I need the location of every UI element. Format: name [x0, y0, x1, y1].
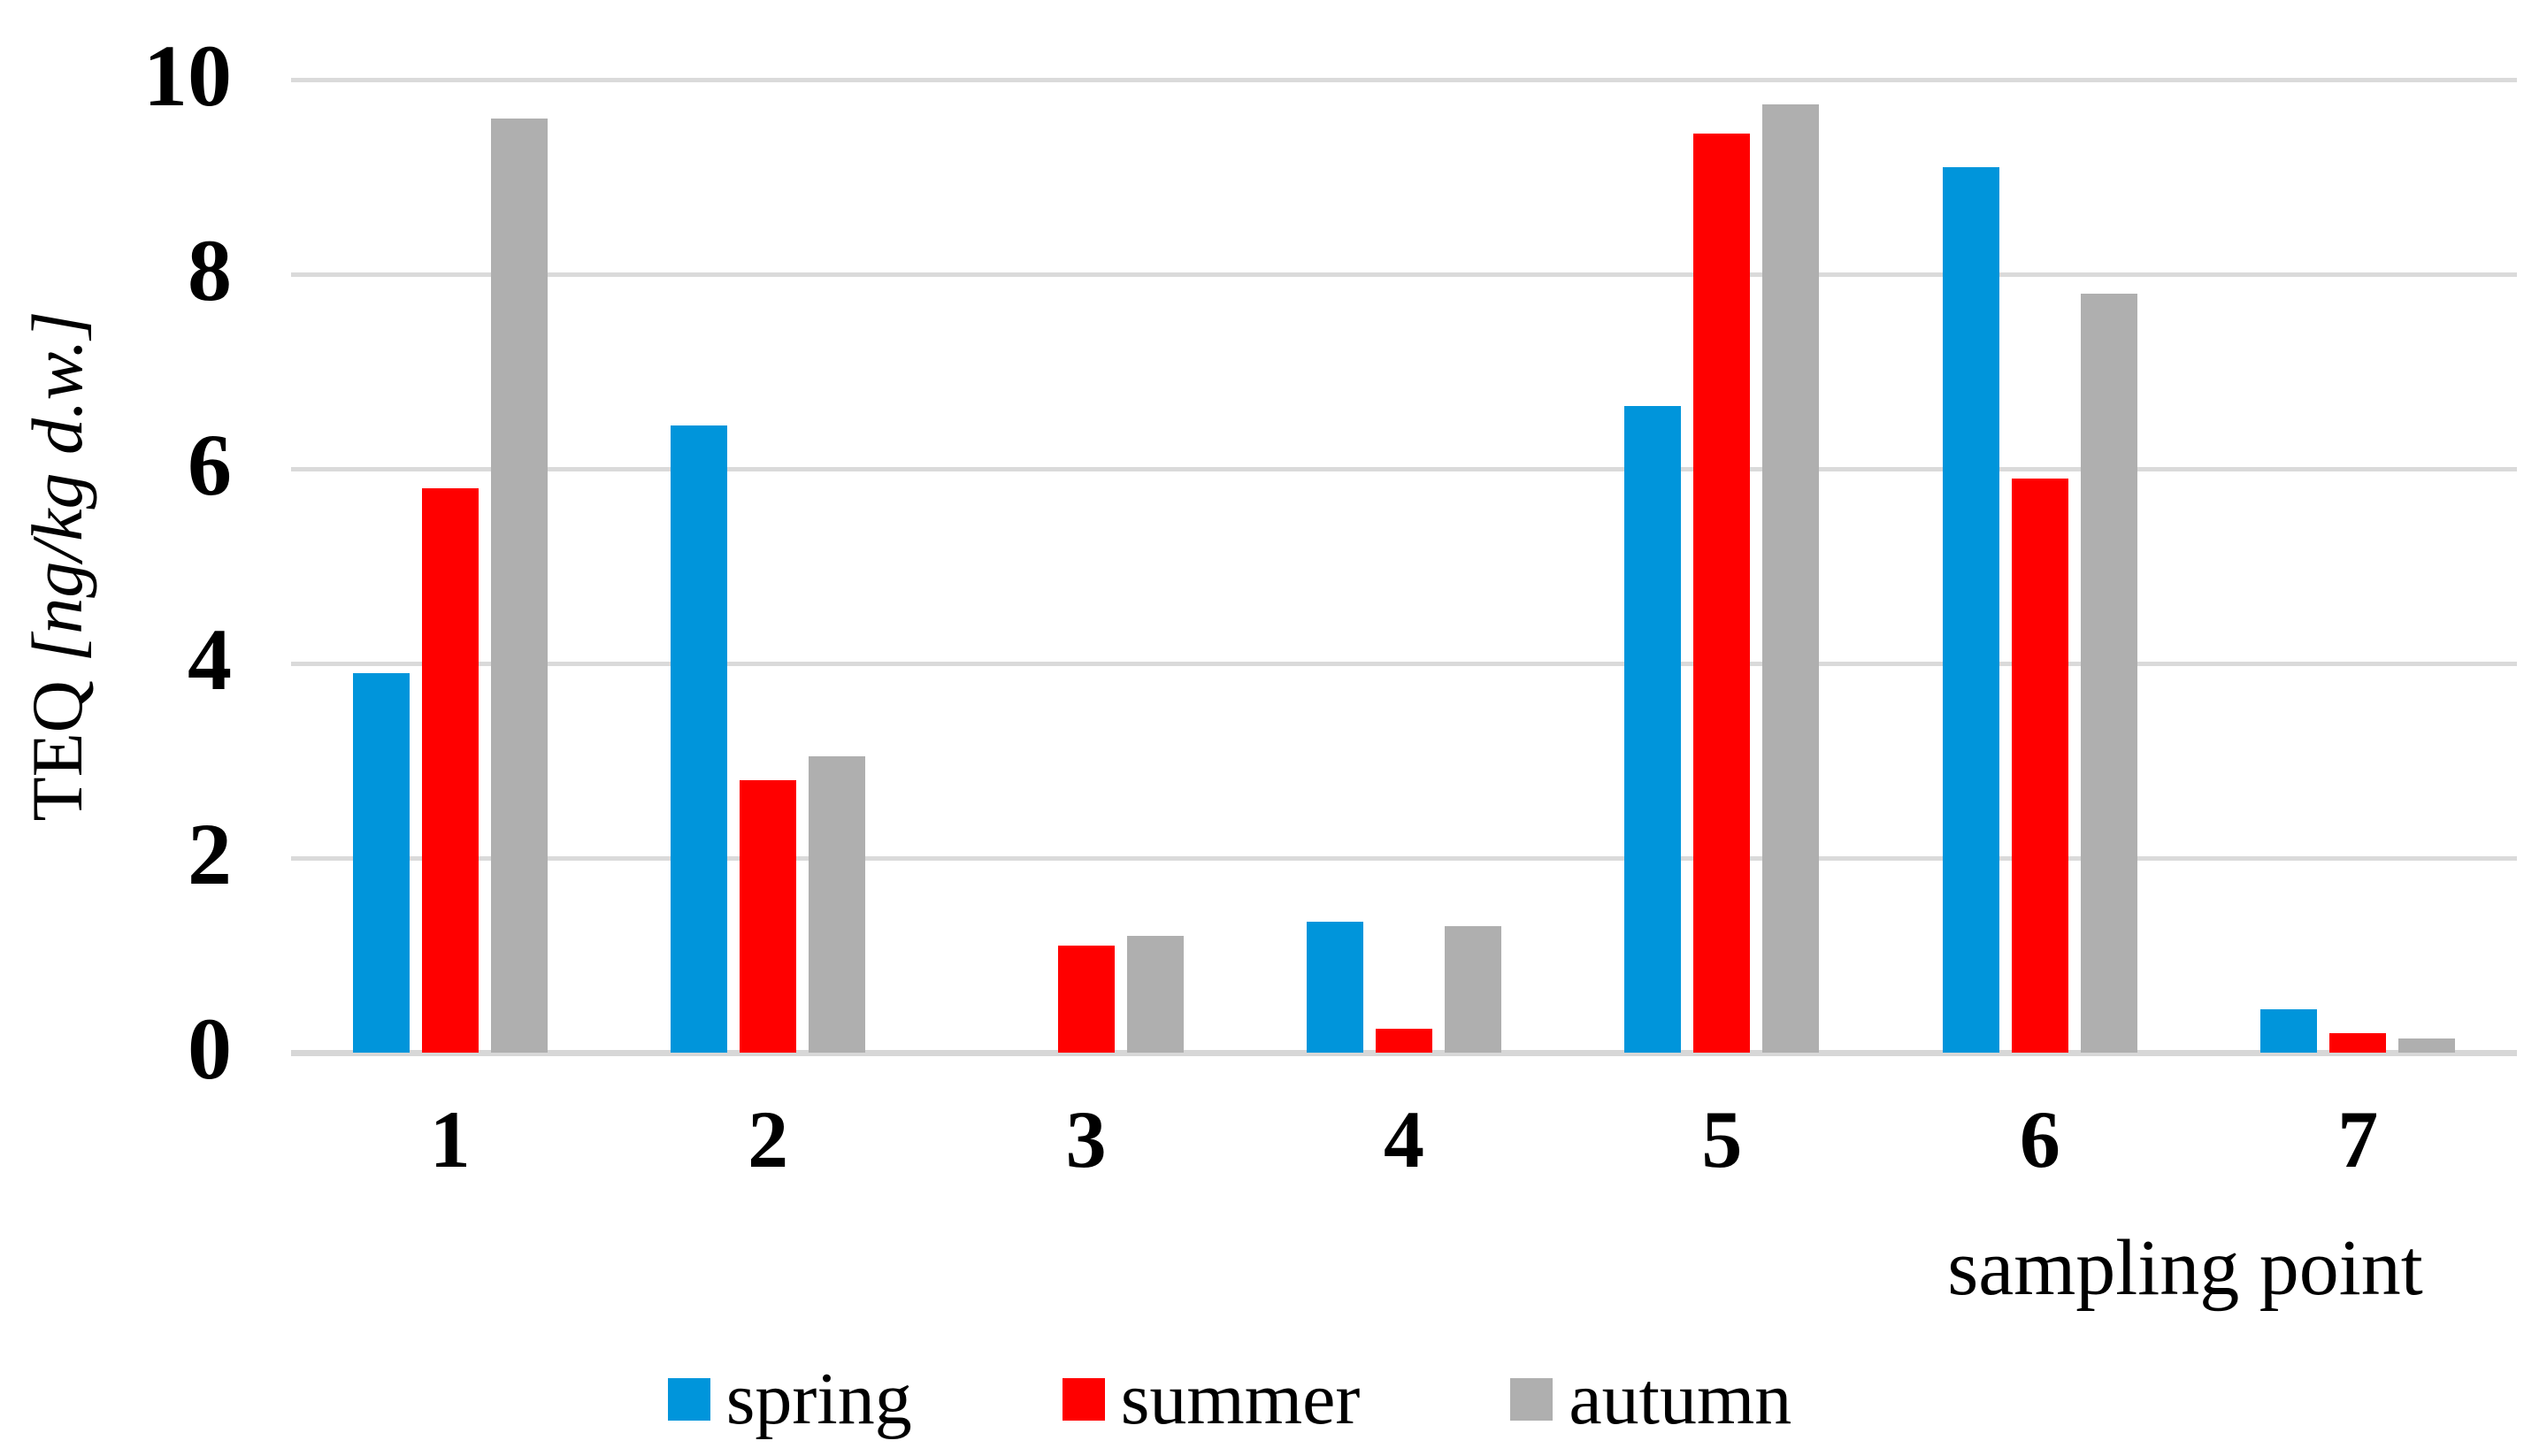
legend-item-autumn: autumn	[1510, 1362, 1791, 1437]
y-axis-tick-labels: 0 2 4 6 8 10	[0, 32, 232, 1093]
y-tick-label-0: 0	[188, 1000, 232, 1098]
bar-autumn-5	[1762, 103, 1820, 1053]
y-tick-label-8: 8	[188, 221, 232, 319]
legend-item-spring: spring	[667, 1358, 912, 1440]
gridline-y6	[291, 466, 2517, 471]
bar-summer-1	[421, 488, 479, 1053]
bar-autumn-7	[2398, 1038, 2456, 1053]
gridline-y0	[291, 1049, 2517, 1056]
legend: spring summer autumn	[0, 1362, 2459, 1437]
y-axis-title-box: TEQ [ng/kg d.w.]	[0, 80, 115, 1053]
gridline-y8	[291, 272, 2517, 277]
x-tick-label-2: 2	[748, 1094, 789, 1184]
bar-summer-7	[2329, 1033, 2387, 1053]
x-tick-label-4: 4	[1384, 1094, 1424, 1184]
x-tick-label-1: 1	[429, 1094, 471, 1184]
bar-spring-7	[2260, 1008, 2318, 1053]
x-tick-label-5: 5	[1701, 1094, 1743, 1184]
bar-group-6	[1881, 80, 2198, 1053]
bar-summer-2	[740, 780, 797, 1053]
y-axis-title: TEQ [ng/kg d.w.]	[17, 310, 97, 821]
x-tick-label-3: 3	[1065, 1094, 1107, 1184]
legend-label-autumn: autumn	[1569, 1358, 1792, 1440]
legend-label-summer: summer	[1120, 1358, 1361, 1440]
gridline-y2	[291, 855, 2517, 861]
bar-group-7	[2199, 80, 2517, 1053]
y-tick-label-6: 6	[188, 416, 232, 514]
x-axis-tick-labels: 1 2 3 4 5 6 7	[291, 1094, 2517, 1201]
bar-summer-3	[1057, 946, 1115, 1053]
bar-spring-1	[352, 673, 410, 1053]
y-tick-label-2: 2	[188, 805, 232, 903]
bar-summer-6	[2011, 479, 2068, 1053]
x-tick-label-7: 7	[2337, 1094, 2379, 1184]
bar-group-1	[291, 80, 609, 1053]
y-tick-label-10: 10	[143, 27, 232, 125]
y-tick-label-4: 4	[188, 610, 232, 709]
bar-summer-5	[1693, 133, 1751, 1053]
y-axis-title-units: [ng/kg d.w.]	[17, 310, 97, 663]
bar-group-4	[1245, 80, 1562, 1053]
legend-label-spring: spring	[725, 1358, 912, 1440]
gridline-y4	[291, 661, 2517, 666]
bar-autumn-6	[2080, 294, 2137, 1053]
x-axis-title: sampling point	[1947, 1224, 2423, 1312]
bar-autumn-4	[1444, 926, 1501, 1053]
plot-area	[291, 77, 2517, 1056]
bar-spring-5	[1624, 405, 1682, 1053]
bar-group-2	[609, 80, 926, 1053]
x-tick-label-6: 6	[2019, 1094, 2060, 1184]
bar-spring-4	[1306, 921, 1363, 1053]
bar-autumn-2	[809, 755, 866, 1053]
bar-autumn-1	[490, 119, 548, 1053]
bar-group-3	[927, 80, 1245, 1053]
bar-spring-6	[1942, 167, 1999, 1053]
legend-item-summer: summer	[1062, 1358, 1361, 1440]
bar-spring-2	[671, 425, 728, 1053]
bar-summer-4	[1375, 1028, 1432, 1053]
y-axis-title-prefix: TEQ	[17, 662, 97, 822]
legend-swatch-summer	[1062, 1378, 1105, 1421]
bar-group-5	[1563, 80, 1881, 1053]
legend-swatch-spring	[667, 1378, 710, 1421]
gridline-y10	[291, 77, 2517, 82]
legend-swatch-autumn	[1510, 1378, 1554, 1421]
bar-autumn-3	[1126, 936, 1184, 1053]
